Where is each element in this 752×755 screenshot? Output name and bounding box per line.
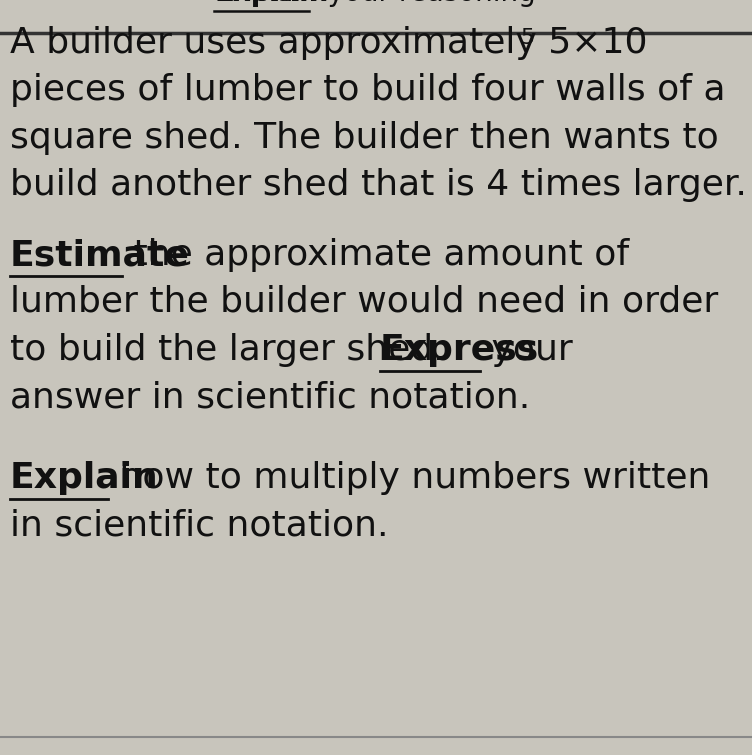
Text: your: your	[480, 333, 573, 367]
Text: answer in scientific notation.: answer in scientific notation.	[10, 381, 530, 415]
Text: how to multiply numbers written: how to multiply numbers written	[108, 461, 711, 495]
Text: Express: Express	[380, 333, 539, 367]
Text: Estimate: Estimate	[10, 238, 190, 272]
Text: pieces of lumber to build four walls of a: pieces of lumber to build four walls of …	[10, 73, 726, 107]
Text: square shed. The builder then wants to: square shed. The builder then wants to	[10, 121, 719, 155]
Text: in scientific notation.: in scientific notation.	[10, 509, 389, 543]
Text: to build the larger shed.: to build the larger shed.	[10, 333, 456, 367]
Text: Explain: Explain	[214, 0, 329, 7]
Text: Explain: Explain	[10, 461, 159, 495]
Text: build another shed that is 4 times larger.: build another shed that is 4 times large…	[10, 168, 747, 202]
Text: the approximate amount of: the approximate amount of	[122, 238, 629, 272]
Text: A builder uses approximately 5×10: A builder uses approximately 5×10	[10, 26, 647, 60]
Text: Explain your reasoning: Explain your reasoning	[217, 0, 535, 7]
Text: 5: 5	[520, 28, 534, 48]
Text: lumber the builder would need in order: lumber the builder would need in order	[10, 285, 718, 319]
